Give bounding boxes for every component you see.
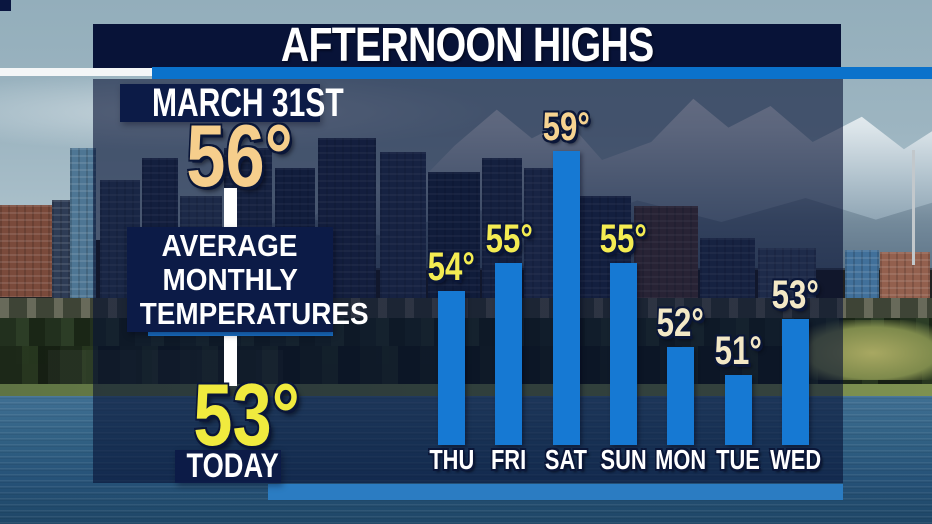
- caption-line-1: AVERAGE: [162, 228, 298, 263]
- temp-bar-sat: [552, 151, 580, 445]
- today-temp-value: 53°: [193, 365, 301, 464]
- bar-value-label-sat: 59°: [542, 105, 590, 149]
- bar-day-label-tue: TUE: [716, 444, 760, 475]
- bar-day-label-sat: SAT: [545, 444, 588, 475]
- bar-day-label-mon: MON: [655, 444, 707, 475]
- white-stripe: [0, 68, 152, 76]
- caption-line-2: MONTHLY: [162, 262, 298, 297]
- temp-bar-thu: [438, 291, 465, 445]
- blue-stripe: [152, 67, 932, 79]
- temp-bar-mon: [667, 347, 695, 445]
- today-label: TODAY: [186, 447, 279, 485]
- bar-day-label-thu: THU: [429, 444, 474, 475]
- bar-value-label-mon: 52°: [657, 301, 705, 345]
- caption-line-3: TEMPERATURES: [139, 296, 369, 331]
- bar-day-label-sun: SUN: [600, 444, 647, 475]
- bar-value-label-fri: 55°: [485, 217, 533, 261]
- average-temp-value: 56°: [186, 106, 294, 205]
- bar-value-label-wed: 53°: [771, 273, 819, 317]
- building: [880, 252, 930, 306]
- bar-day-label-fri: FRI: [491, 444, 527, 475]
- building: [0, 205, 55, 297]
- temp-bar-fri: [495, 263, 523, 445]
- construction-crane: [912, 150, 915, 265]
- bar-day-label-wed: WED: [769, 444, 821, 475]
- bottom-accent-strip: [268, 484, 843, 500]
- today-box: TODAY: [175, 447, 281, 485]
- temp-bar-wed: [781, 319, 809, 445]
- page-title: AFTERNOON HIGHS: [280, 19, 654, 72]
- caption-underline: [148, 330, 333, 336]
- corner-square: [0, 0, 11, 11]
- bar-value-label-sun: 55°: [599, 217, 647, 261]
- building: [70, 148, 96, 298]
- bar-value-label-tue: 51°: [714, 329, 762, 373]
- bar-value-label-thu: 54°: [427, 245, 476, 289]
- caption-box: AVERAGE MONTHLY TEMPERATURES: [127, 227, 369, 332]
- header-bar: AFTERNOON HIGHS: [93, 19, 841, 72]
- date-box: MARCH 31ST: [120, 83, 344, 123]
- temp-bar-tue: [724, 375, 752, 445]
- date-label: MARCH 31ST: [151, 81, 344, 125]
- temp-bar-sun: [609, 263, 637, 445]
